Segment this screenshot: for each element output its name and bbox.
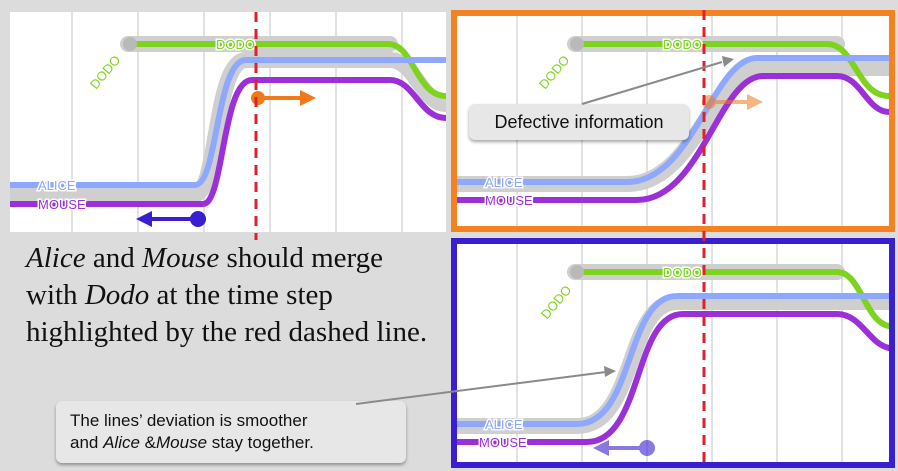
mouse-label: MOUSE bbox=[485, 193, 533, 208]
dodo-start-dot bbox=[570, 265, 584, 279]
mouse-line bbox=[457, 311, 889, 445]
caption-name-alice: Alice bbox=[26, 242, 86, 274]
caption-name-dodo: Dodo bbox=[84, 279, 150, 311]
dodo-label-diagonal: DODO bbox=[536, 52, 573, 92]
caption-text-3: at the time step highlighted by the red … bbox=[26, 279, 428, 348]
dodo-label-inline: DODO bbox=[216, 37, 255, 52]
caption-text-1: and bbox=[85, 242, 142, 274]
mouse-label: MOUSE bbox=[479, 435, 527, 450]
callout-smoother-line1: The lines’ deviation is smoother bbox=[70, 411, 308, 430]
dodo-label-diagonal: DODO bbox=[87, 52, 124, 92]
mouse-line bbox=[457, 73, 889, 203]
storyline-chart-improved: DODO DODO ALICE MOUSE bbox=[457, 244, 889, 462]
mouse-label: MOUSE bbox=[38, 197, 86, 212]
callout-smoother-deviation: The lines’ deviation is smoother and Ali… bbox=[56, 401, 406, 463]
faded-blue-arrow bbox=[593, 440, 655, 456]
alice-line bbox=[457, 293, 889, 427]
mouse-line bbox=[10, 77, 446, 207]
callout-text-and: and bbox=[70, 433, 104, 452]
dodo-line bbox=[574, 41, 889, 99]
panel-original-layout: DODO DODO ALICE MOUSE bbox=[10, 12, 446, 232]
alice-line bbox=[10, 57, 446, 188]
callout-name-mouse: Mouse bbox=[156, 433, 208, 452]
dodo-line bbox=[127, 41, 446, 99]
storyline-chart-original: DODO DODO ALICE MOUSE bbox=[10, 12, 446, 232]
callout-text-amp: & bbox=[139, 433, 157, 452]
dodo-label-inline: DODO bbox=[663, 265, 702, 280]
alice-line bbox=[457, 55, 889, 185]
alice-label: ALICE bbox=[485, 417, 523, 432]
orange-shift-arrow bbox=[251, 90, 316, 106]
panel-improved-layout: DODO DODO ALICE MOUSE bbox=[451, 238, 895, 468]
dodo-label-inline: DODO bbox=[663, 37, 702, 52]
caption-text-2: should merge with bbox=[26, 242, 384, 311]
blue-shift-arrow bbox=[136, 211, 206, 227]
caption-name-mouse: Mouse bbox=[141, 242, 220, 274]
dodo-start-dot bbox=[570, 37, 584, 51]
callout-smoother-line2: and Alice &Mouse stay together. bbox=[70, 432, 392, 454]
dodo-label-diagonal: DODO bbox=[538, 282, 575, 322]
callout-name-alice: Alice bbox=[103, 433, 140, 452]
alice-label: ALICE bbox=[38, 178, 76, 193]
callout-defective-information: Defective information bbox=[469, 104, 689, 140]
alice-label: ALICE bbox=[485, 175, 523, 190]
dodo-start-dot bbox=[123, 37, 137, 51]
callout-text-end: stay together. bbox=[207, 433, 314, 452]
caption-text: Alice and Mouse should merge with Dodo a… bbox=[26, 240, 436, 351]
